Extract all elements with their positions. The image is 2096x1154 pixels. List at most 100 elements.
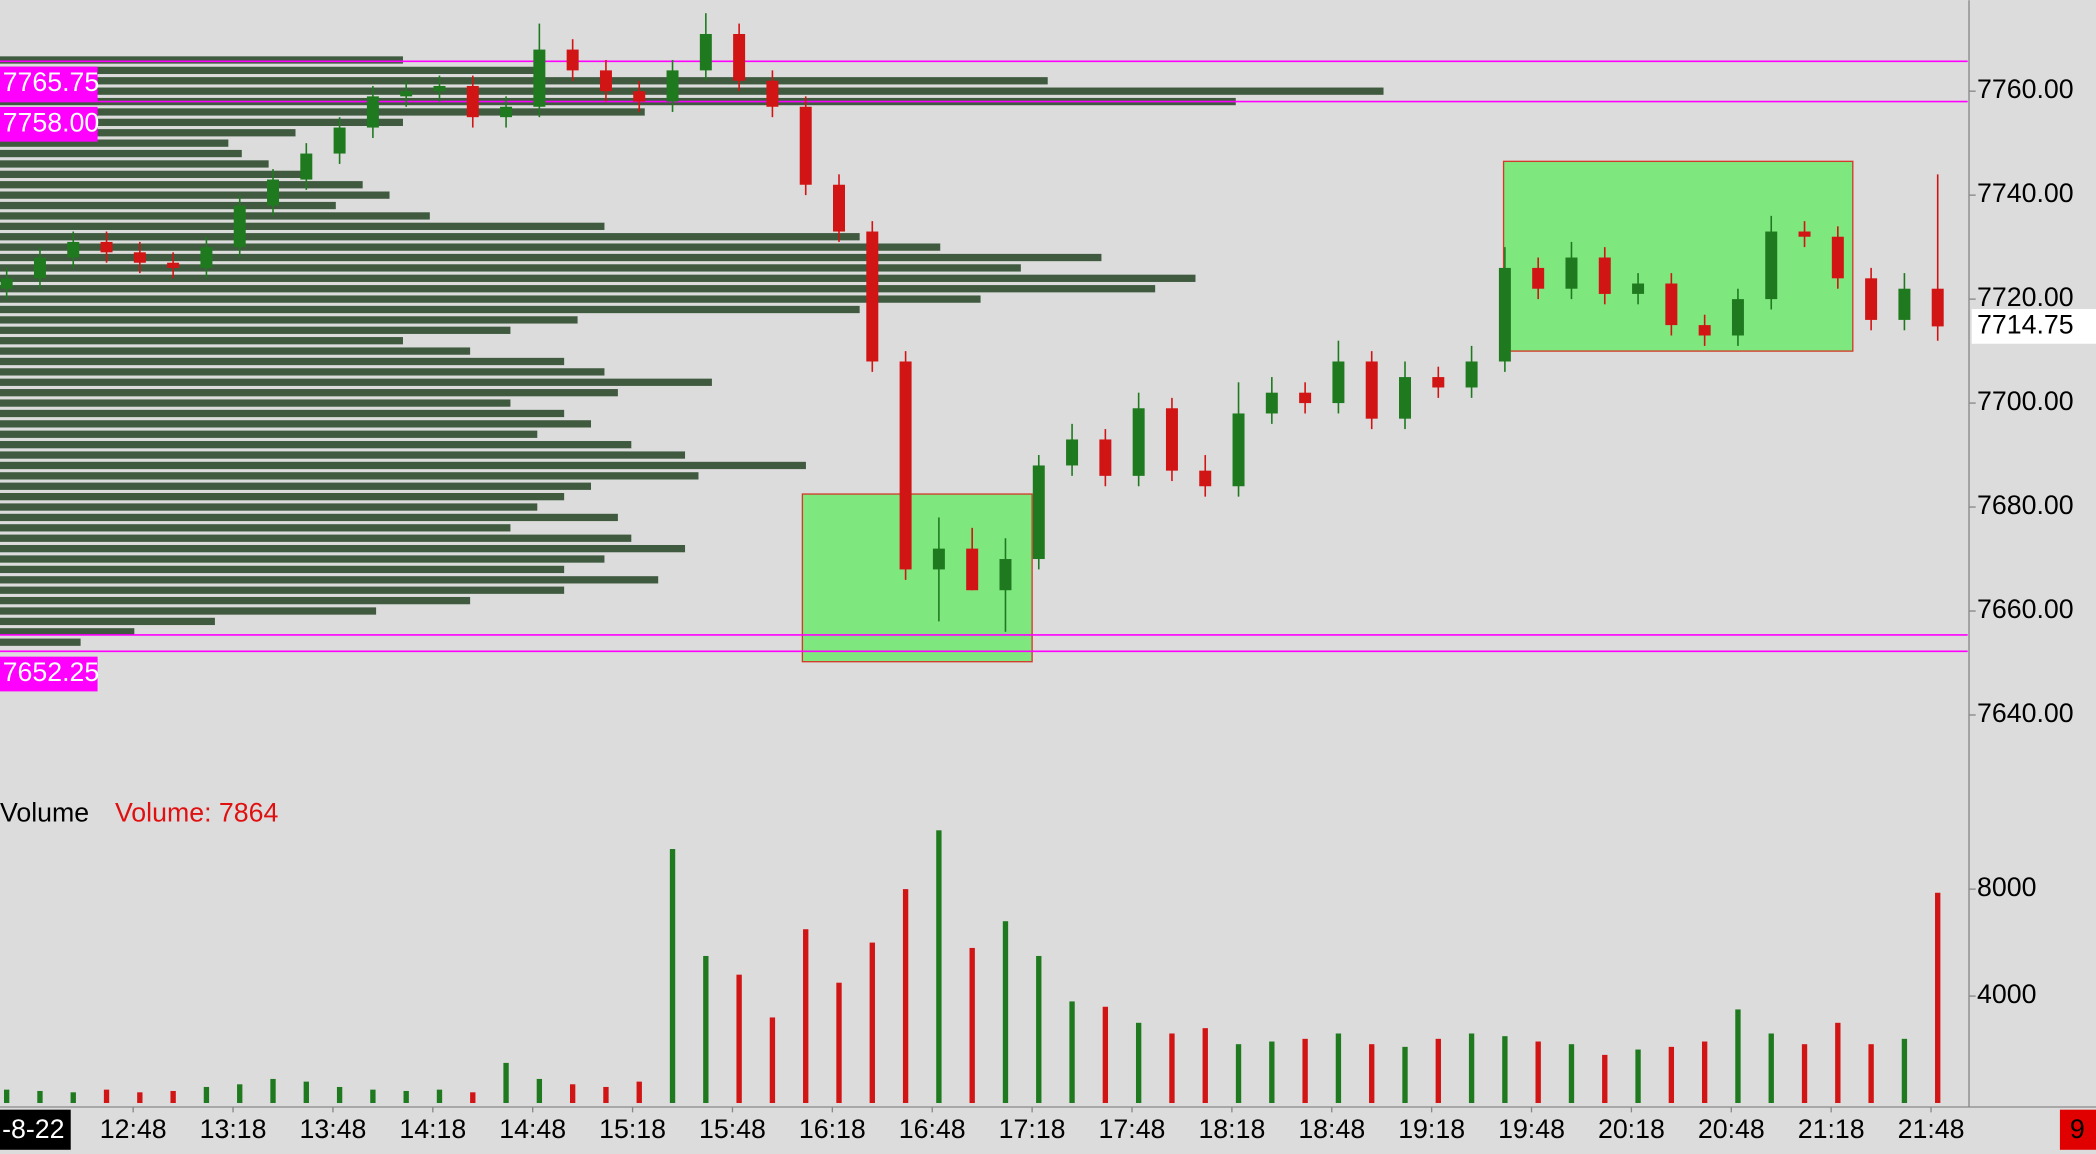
- x-tick-label: 15:18: [599, 1114, 666, 1144]
- profile-bar: [0, 56, 403, 64]
- candle-body: [599, 70, 612, 92]
- profile-bar: [0, 139, 229, 147]
- volume-bar: [203, 1086, 210, 1104]
- x-tick-label: 18:48: [1298, 1114, 1365, 1144]
- profile-bar: [0, 565, 565, 574]
- candle-body: [233, 205, 246, 248]
- candle-body: [1099, 439, 1112, 476]
- profile-bar: [0, 285, 1156, 293]
- candle-body: [466, 85, 479, 118]
- candle-body: [1931, 288, 1944, 327]
- candle-body: [1865, 278, 1878, 320]
- candle-body: [833, 184, 846, 232]
- candle-body: [500, 106, 513, 118]
- profile-bar: [0, 201, 336, 210]
- y-tick-label: 7680.00: [1977, 490, 2074, 520]
- volume-bar: [1868, 1044, 1874, 1104]
- candle-body: [1698, 325, 1711, 336]
- volume-bar: [1735, 1009, 1741, 1104]
- volume-bar: [1369, 1044, 1375, 1104]
- volume-tick-label: 8000: [1977, 872, 2036, 902]
- y-tick-label: 7660.00: [1977, 594, 2074, 624]
- x-tick-label: 21:48: [1898, 1114, 1965, 1144]
- volume-bar: [1036, 955, 1042, 1104]
- candle-body: [1432, 377, 1445, 388]
- zone: [801, 493, 1033, 663]
- candle-body: [866, 231, 879, 362]
- volume-bar: [1269, 1041, 1275, 1104]
- profile-bar: [0, 399, 511, 407]
- x-tick-label: 14:48: [499, 1114, 566, 1144]
- profile-bar: [0, 274, 1196, 282]
- volume-bar: [370, 1089, 376, 1104]
- candle-body: [1265, 392, 1278, 414]
- volume-bar: [1635, 1049, 1641, 1104]
- candle-body: [1165, 408, 1178, 471]
- candle-body: [932, 548, 945, 570]
- volume-bar: [1568, 1044, 1575, 1104]
- volume-bar: [669, 849, 676, 1104]
- volume-bar: [1668, 1046, 1675, 1104]
- volume-tick-label: 4000: [1977, 979, 2036, 1009]
- candle-body: [0, 278, 13, 289]
- volume-bar: [237, 1084, 243, 1104]
- profile-bar: [0, 503, 538, 511]
- volume-bar: [1335, 1033, 1342, 1104]
- profile-bar: [0, 118, 403, 127]
- candle-body: [666, 70, 679, 102]
- profile-bar: [0, 596, 471, 605]
- volume-bar: [1235, 1044, 1242, 1104]
- profile-bar: [0, 378, 712, 386]
- volume-bar: [1768, 1033, 1774, 1104]
- candle-body: [533, 49, 546, 107]
- volume-bar: [869, 942, 875, 1104]
- x-tick-label: 14:18: [399, 1114, 466, 1144]
- candle-body: [1199, 470, 1212, 487]
- candle-body: [1798, 231, 1811, 237]
- candle-body: [1498, 267, 1511, 362]
- profile-bar: [0, 451, 686, 459]
- date-label-box: [0, 1109, 71, 1150]
- candle-body: [1332, 361, 1345, 404]
- profile-bar: [0, 160, 269, 168]
- x-tick-label: 21:18: [1798, 1114, 1865, 1144]
- candle-body: [733, 33, 746, 81]
- volume-title: Volume: [0, 797, 89, 827]
- volume-bar: [703, 955, 709, 1104]
- corner-label: 9: [2070, 1114, 2085, 1144]
- y-tick-label: 7760.00: [1977, 74, 2074, 104]
- profile-bar: [0, 181, 363, 189]
- candle-body: [1299, 392, 1312, 404]
- last-price-box: [1971, 309, 2096, 344]
- profile-bar: [0, 108, 645, 116]
- candle-body: [67, 241, 80, 258]
- profile-bar: [0, 87, 1384, 95]
- profile-bar: [0, 420, 592, 428]
- volume-bar: [1901, 1038, 1908, 1104]
- volume-bar: [1935, 892, 1941, 1104]
- volume-bar: [103, 1089, 110, 1104]
- x-tick-label: 19:48: [1498, 1114, 1565, 1144]
- candle-body: [1365, 361, 1378, 419]
- x-tick-label: 20:48: [1698, 1114, 1765, 1144]
- profile-bar: [0, 233, 860, 241]
- date-label: -8-22: [2, 1114, 64, 1144]
- profile-bar: [0, 441, 632, 449]
- profile-bar: [0, 555, 605, 563]
- profile-bar: [0, 337, 403, 345]
- volume-bar: [137, 1092, 143, 1104]
- x-tick-label: 18:18: [1198, 1114, 1265, 1144]
- candle-body: [999, 559, 1012, 591]
- profile-bar: [0, 326, 511, 334]
- profile-bar: [0, 170, 309, 178]
- profile-bar: [0, 347, 471, 355]
- candle-body: [1731, 299, 1744, 336]
- profile-bar: [0, 305, 860, 314]
- volume-bar: [1002, 921, 1009, 1104]
- x-tick-label: 13:48: [300, 1114, 367, 1144]
- candle-body: [200, 247, 213, 268]
- candle-body: [167, 262, 180, 268]
- volume-bar: [470, 1092, 476, 1104]
- volume-bar: [1535, 1041, 1541, 1104]
